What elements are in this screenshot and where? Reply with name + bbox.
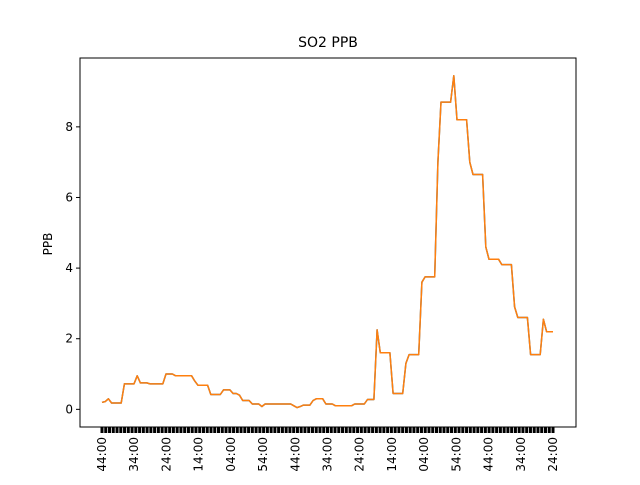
x-tick-label: 34:00 [321,437,335,472]
x-axis: 44:00 34:00 24:00 14:00 04:00 54:00 44:00 34:00… [95,427,560,472]
x-tick-label: 14:00 [385,437,399,472]
x-tick-label: 04:00 [417,437,431,472]
y-tick-label: 2 [65,332,73,346]
y-axis: 0 2 4 6 8 [65,120,80,416]
x-tick-label: 24:00 [546,437,560,472]
y-tick-label: 8 [65,120,73,134]
plot-frame [79,57,577,428]
x-tick-label: 24:00 [159,437,173,472]
x-tick-label: 04:00 [224,437,238,472]
y-axis-title: PPB [41,233,55,256]
x-tick-label: 34:00 [127,437,141,472]
series-line-orange [101,74,553,409]
y-tick-label: 6 [65,190,73,204]
x-tick-label: 54:00 [256,437,270,472]
chart-title: SO2 PPB [298,35,358,51]
x-tick-label: 34:00 [514,437,528,472]
y-tick-label: 0 [65,402,73,416]
x-tick-label: 24:00 [353,437,367,472]
x-tick-label: 14:00 [192,437,206,472]
x-tick-label: 44:00 [482,437,496,472]
series-layer [101,74,553,409]
x-tick-label: 44:00 [95,437,109,472]
x-tick-label: 44:00 [288,437,302,472]
y-tick-label: 4 [65,261,73,275]
x-tick-label: 54:00 [449,437,463,472]
